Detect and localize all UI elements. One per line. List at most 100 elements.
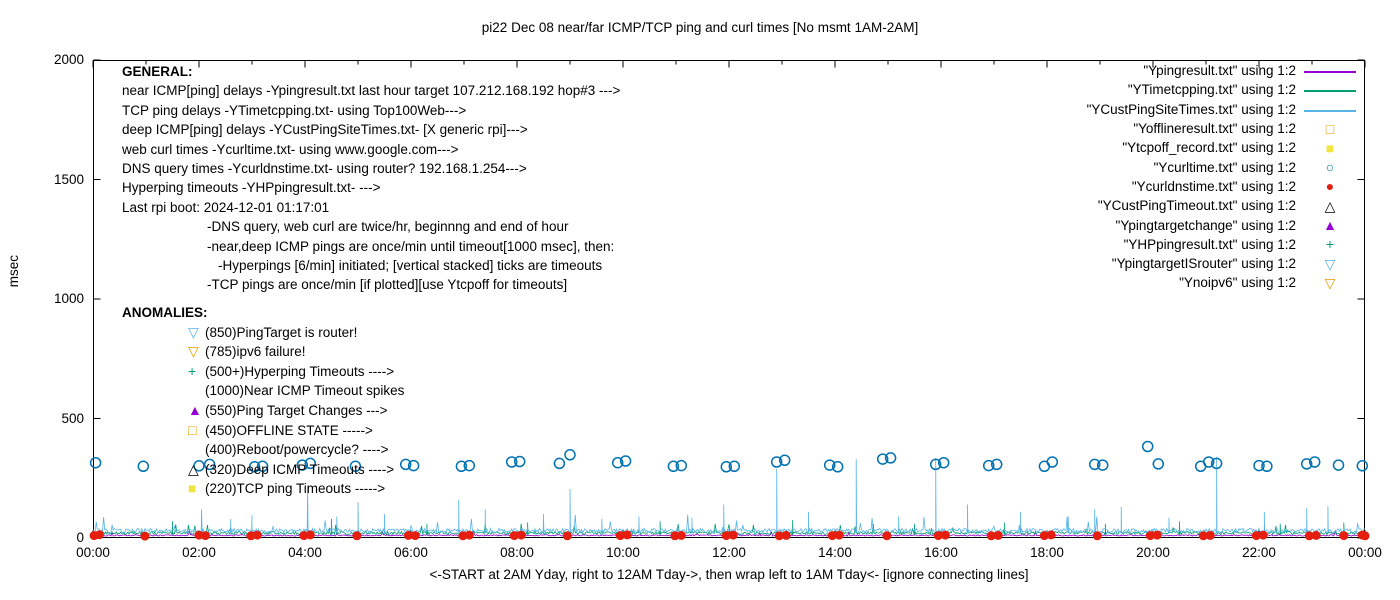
anomaly-text: (220)TCP ping Timeouts ----->: [205, 481, 386, 497]
x-tick-label: 00:00: [76, 545, 110, 560]
marker-square-open-icon: □: [1325, 120, 1335, 137]
marker-square-filled-icon: ■: [1325, 139, 1335, 156]
marker-plus-icon: +: [1325, 236, 1335, 253]
x-tick-label: 18:00: [1030, 545, 1064, 560]
anomaly-text: (850)PingTarget is router!: [205, 324, 358, 340]
marker-square-open-icon: □: [188, 421, 197, 438]
general-notes: GENERAL: near ICMP[ping] delays -Ypingre…: [122, 62, 620, 295]
anomaly-text: (500+)Hyperping Timeouts ---->: [205, 363, 395, 379]
y-tick-label: 0: [76, 530, 84, 545]
x-axis-label: <-START at 2AM Yday, right to 12AM Tday-…: [429, 567, 1029, 582]
anomaly-item: □ (450)OFFLINE STATE ----->: [122, 421, 404, 441]
line-sample-icon: [1304, 90, 1356, 93]
x-tick-label: 02:00: [182, 545, 216, 560]
anomaly-item: ▽ (785)ipv6 failure!: [122, 342, 404, 362]
anomaly-lines: ▽ (850)PingTarget is router! ▽ (785)ipv6 fa…: [122, 323, 404, 499]
anomaly-text: (550)Ping Target Changes --->: [205, 402, 388, 418]
x-tick-label: 04:00: [288, 545, 322, 560]
legend-item: "Ycurldnstime.txt" using 1:2 ●: [1087, 177, 1364, 196]
marker-triangle-down-open-icon: ▽: [1324, 255, 1336, 272]
general-line: near ICMP[ping] delays -Ypingresult.txt …: [122, 83, 621, 99]
legend-item: "Ypingtargetchange" using 1:2 ▲: [1087, 215, 1364, 234]
general-line: web curl times -Ycurltime.txt- using www…: [122, 141, 459, 157]
anomaly-text: (785)ipv6 failure!: [205, 344, 306, 360]
anomalies-notes: ANOMALIES: ▽ (850)PingTarget is router! ▽ (…: [122, 303, 404, 499]
x-tick-label: 12:00: [712, 545, 746, 560]
legend-label: "YpingtargetISrouter" using 1:2: [1111, 256, 1296, 272]
legend-marker-cell: [1296, 83, 1364, 97]
general-line: Hyperping timeouts -YHPpingresult.txt- -…: [122, 180, 381, 196]
legend-label: "YCustPingTimeout.txt" using 1:2: [1097, 198, 1296, 214]
legend-item: "YCustPingTimeout.txt" using 1:2 △: [1087, 196, 1364, 215]
x-tick-label: 16:00: [924, 545, 958, 560]
general-line: DNS query times -Ycurldnstime.txt- using…: [122, 161, 527, 177]
general-line: -DNS query, web curl are twice/hr, begin…: [207, 219, 569, 235]
legend-label: "Yofflineresult.txt" using 1:2: [1133, 121, 1296, 137]
anomaly-text: (400)Reboot/powercycle? ---->: [205, 442, 389, 458]
legend-marker-cell: [1296, 64, 1364, 78]
marker-triangle-filled-icon: ▲: [188, 401, 202, 418]
legend-item: "YCustPingSiteTimes.txt" using 1:2: [1087, 100, 1364, 119]
anomaly-item: △ (320)Deep ICMP Timeouts ---->: [122, 460, 404, 480]
legend-item: "Ynoipv6" using 1:2 ▽: [1087, 273, 1364, 292]
plot-area: [89, 59, 1370, 541]
marker-triangle-down-open-icon: ▽: [1324, 274, 1336, 291]
x-tick-label: 06:00: [394, 545, 428, 560]
legend-label: "Ycurldnstime.txt" using 1:2: [1131, 178, 1296, 194]
general-line: -near,deep ICMP pings are once/min until…: [207, 238, 615, 254]
legend-item: "YHPpingresult.txt" using 1:2 +: [1087, 235, 1364, 254]
series-line-YCustPingSiteTimes.txt: [92, 456, 1366, 535]
legend-item: "Ycurltime.txt" using 1:2 ○: [1087, 157, 1364, 176]
series-points-Ycurldnstime.txt: [89, 530, 1370, 541]
x-tick-label: 08:00: [500, 545, 534, 560]
anomaly-item: ■ (220)TCP ping Timeouts ----->: [122, 479, 404, 499]
marker-triangle-open-icon: △: [188, 460, 199, 477]
general-line: deep ICMP[ping] delays -YCustPingSiteTim…: [122, 122, 528, 138]
anomaly-item: ▽ (850)PingTarget is router!: [122, 323, 404, 343]
legend-marker-cell: [1296, 102, 1364, 116]
marker-circle-filled-icon: ●: [1325, 178, 1335, 195]
y-tick-label: 1000: [53, 291, 84, 306]
legend-item: "Ypingresult.txt" using 1:2: [1087, 61, 1364, 80]
x-tick-label: 10:00: [606, 545, 640, 560]
chart-title: pi22 Dec 08 near/far ICMP/TCP ping and c…: [481, 20, 919, 35]
marker-triangle-down-open-icon: ▽: [188, 343, 199, 360]
anomaly-item: (400)Reboot/powercycle? ---->: [122, 440, 404, 460]
legend-label: "Ynoipv6" using 1:2: [1179, 275, 1296, 291]
marker-triangle-open-icon: △: [1324, 197, 1336, 214]
legend-label: "Ypingresult.txt" using 1:2: [1143, 63, 1296, 79]
marker-triangle-filled-icon: ▲: [1323, 217, 1337, 234]
legend-item: "Ytcpoff_record.txt" using 1:2 ■: [1087, 138, 1364, 157]
anomalies-heading: ANOMALIES:: [122, 305, 208, 320]
y-tick-label: 2000: [53, 52, 84, 67]
marker-triangle-down-open-icon: ▽: [188, 323, 199, 340]
general-line: -Hyperpings [6/min] initiated; [vertical…: [218, 258, 603, 274]
marker-square-filled-icon: ■: [188, 480, 197, 497]
marker-circle-open-icon: ○: [1325, 159, 1335, 176]
general-line: Last rpi boot: 2024-12-01 01:17:01: [122, 199, 330, 215]
anomaly-text: (1000)Near ICMP Timeout spikes: [205, 383, 405, 399]
x-tick-label: 14:00: [818, 545, 852, 560]
x-tick-label: 22:00: [1242, 545, 1276, 560]
legend-label: "Ytcpoff_record.txt" using 1:2: [1122, 140, 1296, 156]
series-points-Ycurltime.txt: [89, 440, 1369, 473]
general-lines: near ICMP[ping] delays -Ypingresult.txt …: [122, 81, 620, 294]
y-tick-label: 1500: [53, 171, 84, 187]
general-line: TCP ping delays -YTimetcpping.txt- using…: [122, 102, 467, 118]
y-axis-label: msec: [6, 255, 21, 288]
legend-item: "Yofflineresult.txt" using 1:2 □: [1087, 119, 1364, 138]
marker-plus-icon: +: [188, 362, 197, 379]
legend-item: "YTimetcpping.txt" using 1:2: [1087, 80, 1364, 99]
legend-label: "Ycurltime.txt" using 1:2: [1153, 159, 1296, 175]
anomaly-item: ▲ (550)Ping Target Changes --->: [122, 401, 404, 421]
general-heading: GENERAL:: [122, 64, 193, 79]
legend-label: "YHPpingresult.txt" using 1:2: [1123, 236, 1296, 252]
legend-label: "YTimetcpping.txt" using 1:2: [1127, 82, 1296, 98]
legend-label: "Ypingtargetchange" using 1:2: [1115, 217, 1296, 233]
legend-label: "YCustPingSiteTimes.txt" using 1:2: [1086, 101, 1296, 117]
general-line: -TCP pings are once/min [if plotted][use…: [207, 277, 568, 293]
anomaly-text: (320)Deep ICMP Timeouts ---->: [205, 461, 395, 477]
x-tick-label: 00:00: [1348, 545, 1382, 560]
legend: "Ypingresult.txt" using 1:2 "YTimetcpping…: [1087, 61, 1364, 293]
anomaly-text: (450)OFFLINE STATE ----->: [205, 422, 373, 438]
